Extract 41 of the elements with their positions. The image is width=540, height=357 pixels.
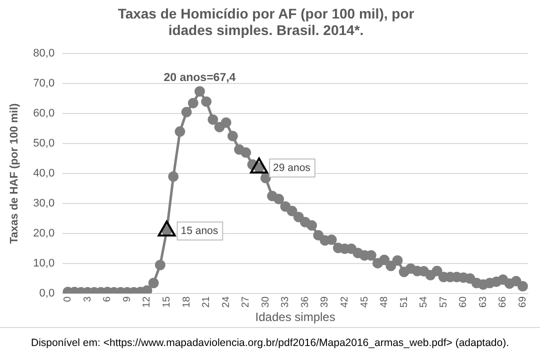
text: idades simples. Brasil. 2014*. (168, 22, 364, 38)
y-axis-title: Taxas de HAF (por 100 mil) (8, 103, 21, 244)
text: Taxas de Homicídio por AF (por 100 mil), por (118, 5, 414, 22)
annotation: 29 anos (273, 162, 310, 174)
x-tick-label: 42 (339, 296, 350, 308)
x-tick-label: 0 (62, 296, 74, 302)
annotation: 20 anos=67,4 (164, 72, 236, 84)
y-tick-label: 80,0 (33, 48, 55, 60)
y-tick-label: 30,0 (33, 198, 55, 210)
x-tick-label: 9 (122, 296, 133, 302)
x-tick-label: 69 (517, 296, 528, 308)
annotation: 15 anos (180, 224, 218, 237)
x-tick-label: 60 (458, 296, 470, 308)
y-tick-label: 70,0 (33, 78, 55, 90)
x-tick-label: 21 (201, 296, 212, 308)
x-tick-label: 51 (398, 296, 410, 308)
y-tick-label: 20,0 (33, 228, 55, 240)
x-tick-label: 3 (82, 296, 94, 302)
x-tick-label: 63 (478, 296, 489, 308)
y-tick-label: 0,0 (39, 288, 55, 300)
y-tick-label: 50,0 (33, 138, 55, 150)
x-tick-label: 33 (280, 296, 292, 308)
x-tick-label: 36 (300, 296, 311, 308)
x-tick-label: 54 (418, 296, 430, 308)
x-tick-label: 12 (142, 296, 153, 308)
x-axis-title: Idades simples (255, 310, 336, 324)
x-tick-label: 18 (181, 296, 192, 308)
x-tick-label: 39 (320, 296, 331, 308)
x-tick-label: 48 (379, 296, 390, 308)
x-tick-label: 30 (260, 296, 272, 308)
y-tick-label: 60,0 (33, 108, 55, 120)
x-tick-label: 24 (220, 296, 232, 308)
x-tick-label: 45 (359, 296, 370, 308)
x-tick-label: 57 (438, 296, 450, 308)
x-tick-label: 6 (102, 296, 114, 302)
text: Disponível em: <https://www.mapadaviolencia.org.br/pdf2016/Mapa2016_armas_web.pdf> (adaptado). (30, 336, 510, 349)
x-tick-label: 66 (498, 296, 509, 308)
x-tick-label: 15 (162, 296, 173, 308)
y-tick-label: 40,0 (33, 168, 55, 180)
x-tick-label: 27 (240, 296, 252, 308)
y-tick-label: 10,0 (33, 258, 55, 270)
